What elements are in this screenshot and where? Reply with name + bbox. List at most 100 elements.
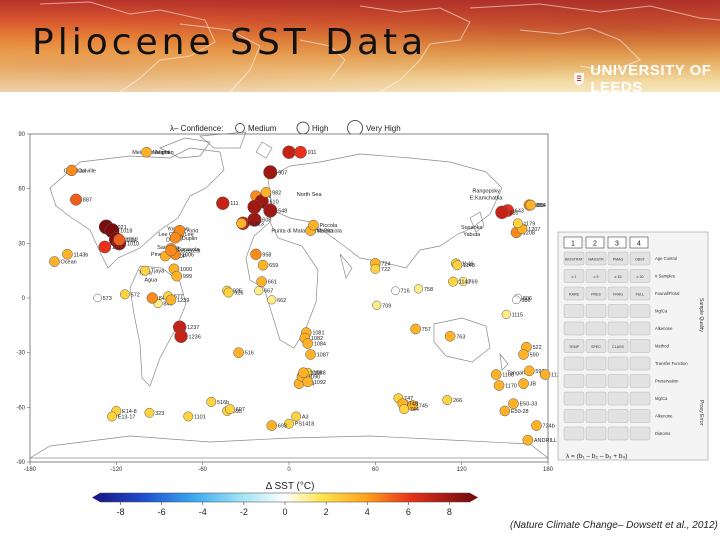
matrix-cell-label: PMAG [613,258,624,262]
matrix-row-label: Diatoms [655,431,670,436]
site-marker: 1084 [302,338,326,349]
site-marker: 769 [458,277,478,287]
site-circle [410,323,421,335]
matrix-cell [629,374,651,388]
site-marker: 1148 [452,260,475,271]
place-label: North Sea [297,192,323,198]
site-id-label: 769 [468,280,477,286]
site-id-label: 659 [269,263,278,269]
site-id-label: Colville [78,168,96,174]
site-id-label: 1018 [120,229,132,235]
matrix-cell [629,251,651,266]
place-label: Agua [144,278,158,284]
matrix-cell [629,304,651,318]
site-id-label: 1146 [462,261,474,267]
site-id-label: 1010 [127,241,139,247]
site-id-label: Pinecrest [177,249,200,255]
banner-sst-shading [0,0,720,92]
site-marker: 667 [254,286,273,296]
site-id-label: 573 [103,296,112,302]
matrix-cell-label: OBST [635,258,646,262]
site-id-label: 516 [245,351,254,357]
site-id-label: 1088 [313,371,325,377]
matrix-cell [629,426,651,441]
site-circle [399,404,410,415]
matrix-row: Transfer Function [563,356,688,371]
matrix-row-label: # Samples [655,274,675,279]
matrix-rows: BIOSTRAT MAGSTR PMAG OBST Age Control≥ 1 ≥ 5 ≥… [563,251,688,441]
site-id-label: 1006 [182,252,194,258]
site-id-label: Sarasota [177,247,200,253]
matrix-cell [607,321,629,336]
colorbar-tick-label: 0 [282,507,287,517]
site-id-label: 1237 [187,325,199,331]
site-id-label: Lee [185,232,194,238]
site-circle [171,270,183,282]
lon-tick-label: 60 [372,467,379,473]
matrix-column-headers: 1 2 3 4 [563,236,649,249]
matrix-row: TEMP SPEC CLASS Method [563,339,670,353]
matrix-column-box [629,236,649,249]
lat-tick-label: -30 [16,351,25,357]
matrix-cell [607,356,629,371]
site-id-label: 643 [515,209,524,215]
site-marker: Meighen [141,146,174,158]
site-id-label: 745 [419,404,428,410]
colorbar-low-arrow [92,493,100,502]
site-id-label: 1087 [317,352,329,358]
site-id-label: 1148 [463,263,475,269]
lat-tick-label: 60 [18,187,25,193]
site-circle [260,187,272,198]
site-circle [305,349,316,360]
site-marker: 662 [267,295,286,305]
site-circle [225,404,235,415]
legend-very-high-label: Very High [366,124,401,133]
site-id-label: 847 [159,296,168,302]
matrix-cell [563,356,585,371]
site-id-label: 697 [236,407,245,413]
site-marker: 1168 [490,369,514,380]
matrix-cell [563,321,585,336]
site-marker: 709 [372,300,391,310]
site-marker: 1089 [298,367,322,379]
matrix-cell [563,391,585,406]
site-circle [144,407,155,418]
site-id-label: 747 [404,396,413,402]
matrix-cell [607,374,629,388]
matrix-formula: λ = (b₁ – b₂ – b₃ + b₄) [566,453,627,460]
site-marker: 744 [399,404,419,415]
confidence-matrix-panel: 1 2 3 4 BIOSTRAT MAGSTR PMAG OBST Age Control ≥ … [557,231,709,461]
site-marker: 323 [144,407,164,418]
matrix-column-label: 4 [637,241,641,248]
site-id-label: 757 [422,327,431,333]
site-circle [523,365,535,377]
site-id-label: 1089 [309,371,321,377]
latitude-ticks: 90 60 30 0 -30 -60 -90 [16,132,30,466]
site-id-label: 926 [234,291,243,297]
site-circle [236,217,247,229]
legend-high-label: High [312,124,328,133]
site-marker: 608 [247,212,271,227]
site-circle [62,248,73,260]
site-id-label: E50-28 [511,409,529,415]
site-circle [174,329,188,343]
site-marker: 1017 [98,240,124,254]
colorbar-ticks: -8 -6 -4 -2 0 2 4 6 8 [117,502,452,517]
university-logo: UNIVERSITY OF LEEDS [574,62,720,92]
site-circle [531,420,542,431]
site-id-label: 806 [523,296,532,302]
site-id-label: E14-8 [122,409,137,415]
site-id-label: Duplin [182,236,198,242]
site-circle [256,276,267,287]
colorbar-tick-label: 4 [365,507,370,517]
site-id-label: E50-33 [520,402,538,408]
site-marker: E50-28 [499,405,529,417]
lon-tick-label: 0 [287,467,291,473]
matrix-row: Mg/Ca [563,304,668,318]
matrix-cell [607,409,629,423]
site-markers: 9099119075526106096076085481111000643881… [49,145,563,446]
site-id-label: 744 [410,407,419,413]
matrix-side-label-bottom: Proxy Error [698,400,704,426]
site-circle [169,232,181,244]
sst-colorbar: Δ SST (°C) -8 -6 -4 -2 0 2 4 6 8 [92,481,478,517]
